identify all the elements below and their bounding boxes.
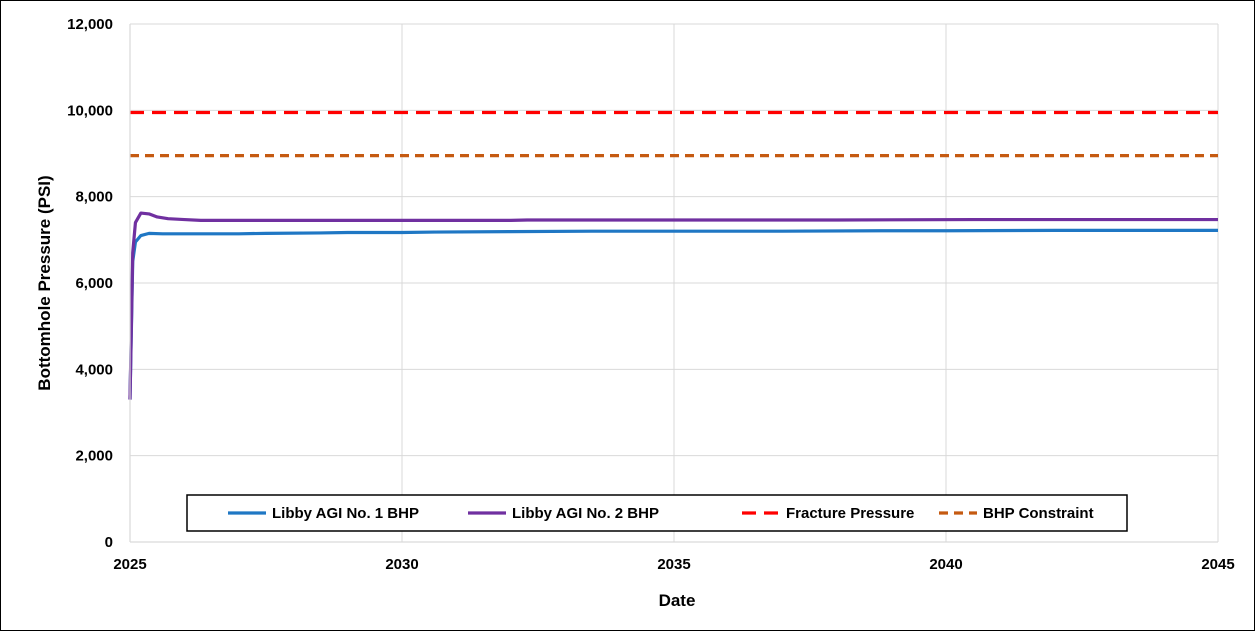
x-tick-labels: 2025 2030 2035 2040 2045	[113, 556, 1234, 573]
y-tick-label: 4,000	[75, 361, 113, 378]
x-tick-label: 2040	[929, 556, 962, 573]
y-tick-label: 10,000	[67, 102, 113, 119]
x-tick-label: 2030	[385, 556, 418, 573]
y-tick-label: 8,000	[75, 189, 113, 206]
x-tick-label: 2045	[1201, 556, 1234, 573]
y-tick-labels: 0 2,000 4,000 6,000 8,000 10,000 12,000	[67, 16, 113, 551]
gridlines	[130, 23, 1219, 542]
series-lines	[128, 110, 1218, 400]
x-tick-label: 2035	[657, 556, 690, 573]
y-tick-label: 2,000	[75, 448, 113, 465]
x-tick-label: 2025	[113, 556, 146, 573]
series-line-2	[128, 211, 1218, 400]
axes	[129, 24, 1218, 543]
y-tick-label: 6,000	[75, 275, 113, 292]
series-line-1	[128, 228, 1218, 400]
legend-label: Libby AGI No. 2 BHP	[512, 505, 659, 522]
x-axis-title: Date	[659, 591, 696, 610]
legend-label: Libby AGI No. 1 BHP	[272, 505, 419, 522]
legend-label: Fracture Pressure	[786, 505, 914, 522]
y-tick-label: 0	[105, 534, 113, 551]
y-tick-label: 12,000	[67, 16, 113, 33]
legend: Libby AGI No. 1 BHP Libby AGI No. 2 BHP Fr…	[186, 494, 1128, 532]
y-axis-title: Bottomhole Pressure (PSI)	[35, 175, 54, 390]
legend-label: BHP Constraint	[983, 505, 1094, 522]
